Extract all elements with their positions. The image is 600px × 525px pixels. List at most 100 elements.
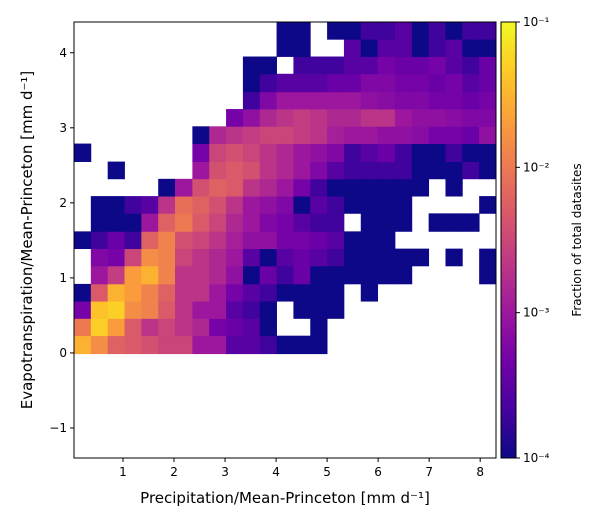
- hist-cell: [175, 335, 193, 355]
- hist-cell: [462, 161, 480, 180]
- hist-cell: [411, 109, 430, 127]
- hist-cell: [428, 161, 446, 180]
- hist-cell: [175, 196, 193, 214]
- hist-cell: [293, 301, 311, 319]
- hist-cell: [259, 161, 277, 180]
- colorbar-tick-label: 10⁻¹: [523, 15, 550, 29]
- hist-cell: [343, 143, 362, 162]
- hist-cell: [479, 265, 497, 285]
- hist-cell: [428, 109, 446, 127]
- hist-cell: [175, 213, 193, 232]
- hist-cell: [377, 56, 396, 75]
- hist-cell: [445, 178, 463, 197]
- hist-cell: [226, 196, 244, 214]
- hist-cell: [377, 126, 396, 144]
- hist-cell: [293, 39, 311, 57]
- hist-cell: [242, 231, 261, 250]
- hist-cell: [141, 213, 159, 232]
- y-tick-label: 3: [59, 121, 67, 135]
- hist-cell: [74, 301, 92, 319]
- hist-cell: [276, 213, 294, 232]
- hist-cell: [192, 196, 210, 214]
- hist-cell: [158, 335, 176, 355]
- hist-cell: [259, 73, 277, 93]
- hist-cell: [479, 248, 497, 267]
- hist-cell: [428, 126, 446, 144]
- hist-cell: [259, 318, 277, 337]
- y-tick-label: 2: [59, 196, 67, 210]
- hist-cell: [141, 265, 159, 285]
- hist-cell: [242, 109, 261, 127]
- hist-cell: [242, 56, 261, 75]
- hist-cell: [158, 231, 176, 250]
- hist-cell: [479, 196, 497, 214]
- hist-cell: [394, 56, 413, 75]
- hist-cell: [209, 283, 227, 302]
- hist-cell: [259, 301, 277, 319]
- hist-cell: [259, 126, 277, 144]
- hist-cell: [327, 196, 345, 214]
- hist-cell: [377, 143, 396, 162]
- hist-cell: [259, 109, 277, 127]
- hist-cell: [377, 22, 396, 40]
- hist-cell: [360, 265, 379, 285]
- hist-cell: [411, 248, 430, 267]
- hist-cell: [226, 178, 244, 197]
- hist-cell: [343, 265, 362, 285]
- hist-cell: [360, 39, 379, 57]
- hist-cell: [445, 248, 463, 267]
- colorbar-label: Fraction of total datasites: [570, 163, 584, 316]
- hist-cell: [141, 301, 159, 319]
- hist-cell: [74, 143, 92, 162]
- hist-cell: [428, 22, 446, 40]
- hist-cell: [276, 265, 294, 285]
- hist-cell: [479, 143, 497, 162]
- hist-cell: [158, 196, 176, 214]
- hist-cell: [192, 178, 210, 197]
- hist-cell: [242, 143, 261, 162]
- hist-cell: [360, 73, 379, 93]
- hist-cell: [158, 178, 176, 197]
- hist-cell: [226, 318, 244, 337]
- hist-cell: [209, 126, 227, 144]
- hist-cell: [293, 265, 311, 285]
- hist-cell: [310, 335, 328, 355]
- hist-cell: [90, 213, 109, 232]
- x-tick-label: 3: [221, 465, 229, 479]
- hist-cell: [428, 56, 446, 75]
- hist-cell: [293, 335, 311, 355]
- hist-cell: [445, 109, 463, 127]
- hist-cell: [310, 91, 328, 110]
- hist-cell: [293, 91, 311, 110]
- hist-cell: [209, 178, 227, 197]
- hist-cell: [276, 283, 294, 302]
- hist-cell: [259, 335, 277, 355]
- hist-cell: [327, 126, 345, 144]
- hist-cell: [242, 301, 261, 319]
- hist-cell: [192, 161, 210, 180]
- hist-cell: [479, 56, 497, 75]
- y-axis-label: Evapotranspiration/Mean-Princeton [mm d⁻…: [18, 71, 36, 410]
- hist-cell: [310, 56, 328, 75]
- hist-cell: [310, 283, 328, 302]
- hist-cell: [428, 143, 446, 162]
- hist-cell: [242, 178, 261, 197]
- hist-cell: [377, 178, 396, 197]
- hist-cell: [360, 109, 379, 127]
- hist-cell: [259, 178, 277, 197]
- hist-cell: [276, 22, 294, 40]
- hist-cell: [360, 178, 379, 197]
- hist-cell: [293, 231, 311, 250]
- hist-cell: [124, 318, 142, 337]
- hist-cell: [175, 248, 193, 267]
- hist-cell: [360, 143, 379, 162]
- hist-cell: [343, 178, 362, 197]
- hist-cell: [242, 213, 261, 232]
- hist-cell: [209, 161, 227, 180]
- hist-cell: [360, 161, 379, 180]
- hist-cell: [175, 318, 193, 337]
- hist-cell: [192, 301, 210, 319]
- hist-cell: [310, 213, 328, 232]
